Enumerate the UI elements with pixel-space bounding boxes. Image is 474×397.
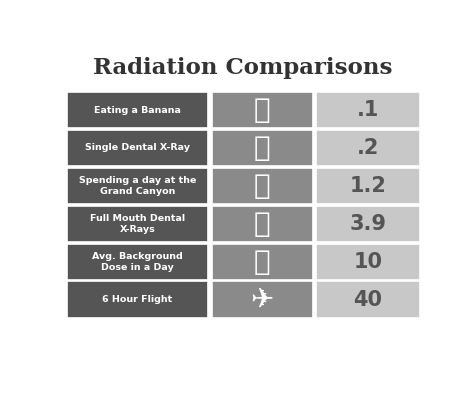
Text: ⛰: ⛰ xyxy=(254,172,271,200)
Text: Eating a Banana: Eating a Banana xyxy=(94,106,181,114)
FancyBboxPatch shape xyxy=(212,130,313,166)
FancyBboxPatch shape xyxy=(316,168,420,204)
FancyBboxPatch shape xyxy=(66,168,208,204)
FancyBboxPatch shape xyxy=(316,92,420,128)
Text: Grand Canyon: Grand Canyon xyxy=(100,187,175,196)
FancyBboxPatch shape xyxy=(66,281,208,318)
Text: Dose in a Day: Dose in a Day xyxy=(101,263,173,272)
FancyBboxPatch shape xyxy=(212,281,313,318)
Text: 1.2: 1.2 xyxy=(349,176,386,196)
Text: 3.9: 3.9 xyxy=(349,214,386,234)
Text: 📅: 📅 xyxy=(254,248,271,276)
Text: .1: .1 xyxy=(357,100,379,120)
FancyBboxPatch shape xyxy=(212,244,313,279)
Text: .2: .2 xyxy=(357,138,379,158)
Text: 6 Hour Flight: 6 Hour Flight xyxy=(102,295,173,304)
Text: 🍌: 🍌 xyxy=(254,96,271,124)
Text: 40: 40 xyxy=(354,289,383,310)
FancyBboxPatch shape xyxy=(316,130,420,166)
Text: Spending a day at the: Spending a day at the xyxy=(79,176,196,185)
Text: Radiation Comparisons: Radiation Comparisons xyxy=(93,56,392,79)
Text: ✈: ✈ xyxy=(251,285,274,314)
FancyBboxPatch shape xyxy=(66,92,208,128)
FancyBboxPatch shape xyxy=(316,244,420,279)
Text: Full Mouth Dental: Full Mouth Dental xyxy=(90,214,185,223)
Text: X-Rays: X-Rays xyxy=(119,225,155,234)
Text: Avg. Background: Avg. Background xyxy=(92,252,182,260)
Text: Single Dental X-Ray: Single Dental X-Ray xyxy=(85,143,190,152)
Text: 10: 10 xyxy=(354,252,383,272)
FancyBboxPatch shape xyxy=(212,206,313,242)
Text: 🦷: 🦷 xyxy=(254,134,271,162)
FancyBboxPatch shape xyxy=(66,130,208,166)
FancyBboxPatch shape xyxy=(212,168,313,204)
FancyBboxPatch shape xyxy=(316,281,420,318)
FancyBboxPatch shape xyxy=(316,206,420,242)
FancyBboxPatch shape xyxy=(212,92,313,128)
Text: 🦴: 🦴 xyxy=(254,210,271,238)
FancyBboxPatch shape xyxy=(66,206,208,242)
FancyBboxPatch shape xyxy=(66,244,208,279)
